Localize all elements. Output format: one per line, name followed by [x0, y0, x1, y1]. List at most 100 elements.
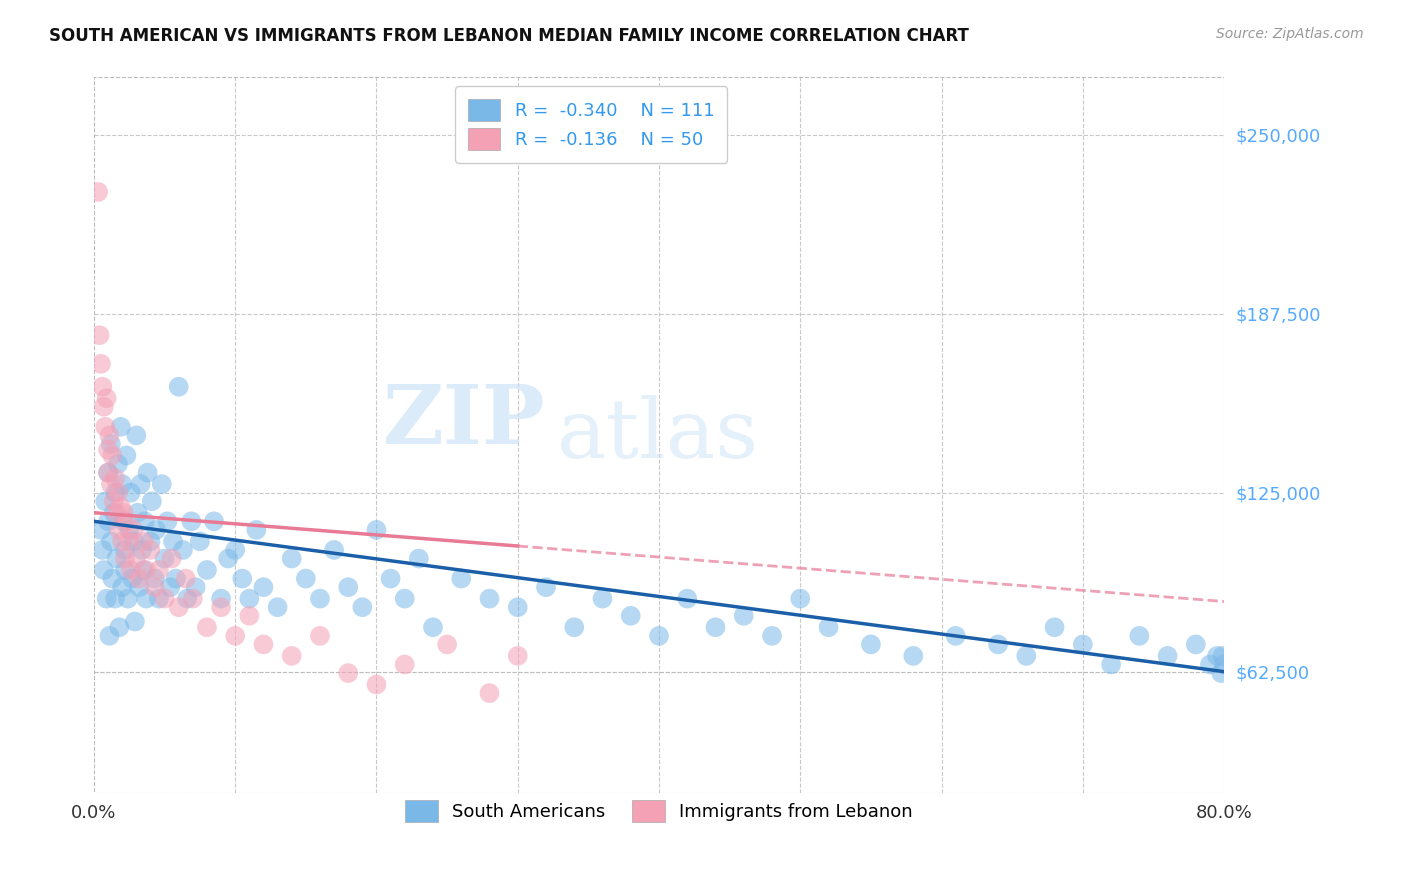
Point	[121, 572, 143, 586]
Point	[562, 620, 585, 634]
Point	[238, 608, 260, 623]
Point	[352, 600, 374, 615]
Text: atlas: atlas	[557, 395, 759, 475]
Point	[134, 514, 156, 528]
Point	[139, 534, 162, 549]
Point	[135, 591, 157, 606]
Point	[733, 608, 755, 623]
Point	[380, 572, 402, 586]
Point	[90, 357, 112, 371]
Point	[103, 506, 125, 520]
Point	[180, 514, 202, 528]
Point	[1199, 657, 1222, 672]
Point	[408, 551, 430, 566]
Point	[105, 551, 128, 566]
Text: Source: ZipAtlas.com: Source: ZipAtlas.com	[1216, 27, 1364, 41]
Point	[112, 514, 135, 528]
Point	[165, 572, 187, 586]
Point	[111, 477, 134, 491]
Point	[184, 580, 207, 594]
Point	[105, 506, 128, 520]
Point	[97, 466, 120, 480]
Point	[1043, 620, 1066, 634]
Point	[266, 600, 288, 615]
Point	[135, 563, 157, 577]
Point	[103, 494, 125, 508]
Point	[506, 648, 529, 663]
Point	[337, 580, 360, 594]
Point	[93, 563, 115, 577]
Point	[224, 543, 246, 558]
Point	[153, 551, 176, 566]
Point	[478, 686, 501, 700]
Point	[91, 543, 114, 558]
Point	[150, 477, 173, 491]
Point	[93, 400, 115, 414]
Point	[98, 629, 121, 643]
Point	[148, 591, 170, 606]
Point	[127, 506, 149, 520]
Point	[141, 494, 163, 508]
Point	[238, 591, 260, 606]
Point	[128, 580, 150, 594]
Point	[100, 437, 122, 451]
Point	[100, 477, 122, 491]
Point	[789, 591, 811, 606]
Point	[252, 580, 274, 594]
Point	[117, 591, 139, 606]
Point	[181, 591, 204, 606]
Point	[108, 523, 131, 537]
Point	[122, 523, 145, 537]
Point	[1206, 648, 1229, 663]
Point	[1213, 657, 1236, 672]
Point	[167, 600, 190, 615]
Point	[114, 563, 136, 577]
Point	[128, 572, 150, 586]
Point	[1156, 648, 1178, 663]
Point	[945, 629, 967, 643]
Point	[90, 523, 112, 537]
Point	[592, 591, 614, 606]
Point	[366, 523, 388, 537]
Point	[110, 419, 132, 434]
Point	[859, 637, 882, 651]
Point	[111, 534, 134, 549]
Point	[209, 591, 232, 606]
Point	[195, 620, 218, 634]
Point	[1071, 637, 1094, 651]
Point	[162, 534, 184, 549]
Point	[1015, 648, 1038, 663]
Point	[394, 591, 416, 606]
Point	[761, 629, 783, 643]
Point	[96, 591, 118, 606]
Point	[118, 534, 141, 549]
Point	[280, 551, 302, 566]
Point	[129, 477, 152, 491]
Point	[1185, 637, 1208, 651]
Point	[159, 580, 181, 594]
Point	[903, 648, 925, 663]
Point	[167, 380, 190, 394]
Point	[817, 620, 839, 634]
Point	[139, 543, 162, 558]
Point	[506, 600, 529, 615]
Point	[450, 572, 472, 586]
Point	[91, 380, 114, 394]
Point	[422, 620, 444, 634]
Point	[104, 485, 127, 500]
Point	[89, 328, 111, 343]
Point	[120, 563, 142, 577]
Point	[337, 666, 360, 681]
Point	[125, 428, 148, 442]
Point	[1211, 666, 1233, 681]
Point	[143, 580, 166, 594]
Point	[104, 471, 127, 485]
Point	[280, 648, 302, 663]
Point	[987, 637, 1010, 651]
Point	[114, 543, 136, 558]
Point	[366, 677, 388, 691]
Point	[309, 591, 332, 606]
Point	[112, 506, 135, 520]
Text: SOUTH AMERICAN VS IMMIGRANTS FROM LEBANON MEDIAN FAMILY INCOME CORRELATION CHART: SOUTH AMERICAN VS IMMIGRANTS FROM LEBANO…	[49, 27, 969, 45]
Point	[87, 185, 110, 199]
